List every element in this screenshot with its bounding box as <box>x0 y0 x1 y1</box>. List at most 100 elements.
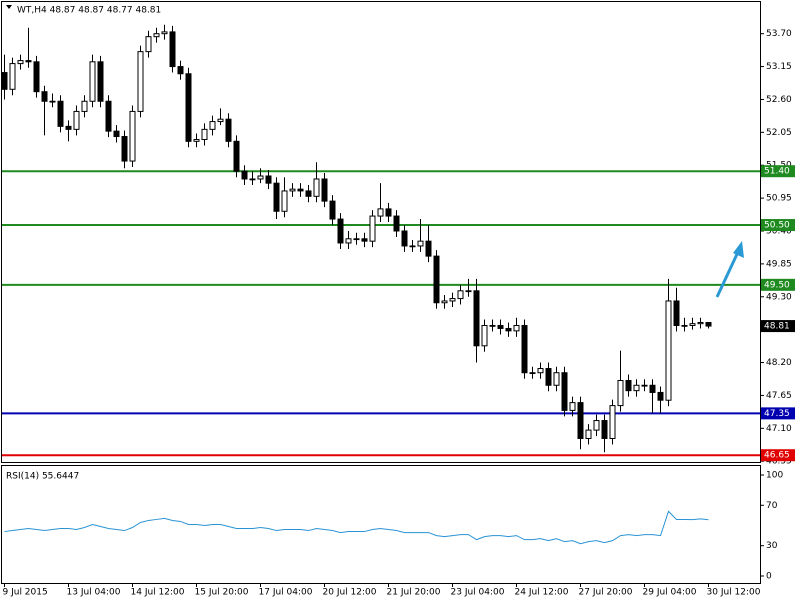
candle-body <box>617 379 624 407</box>
candle-body <box>33 61 40 93</box>
candle-body <box>249 178 256 181</box>
candle-body <box>577 402 584 439</box>
candle-body <box>369 215 376 242</box>
candle-body <box>393 215 400 232</box>
rsi-tick-label: 0 <box>766 572 772 582</box>
level-label: 50.50 <box>764 221 790 231</box>
candle-body <box>233 140 240 172</box>
candle-body <box>329 200 336 220</box>
arrow-annotation <box>715 241 744 298</box>
x-tick-label: 29 Jul 04:00 <box>643 588 697 598</box>
candle-body <box>305 190 312 197</box>
candle-body <box>601 420 608 439</box>
candle-body <box>321 178 328 202</box>
candle-body <box>265 175 272 184</box>
candle-body <box>65 125 72 130</box>
x-tick-label: 30 Jul 12:00 <box>707 588 761 598</box>
candle-body <box>273 182 280 212</box>
candle-body <box>449 298 456 302</box>
candle-body <box>81 100 88 112</box>
rsi-tick-label: 30 <box>766 541 778 551</box>
x-tick-label: 24 Jul 12:00 <box>515 588 569 598</box>
rsi-panel <box>1 465 761 584</box>
candle-body <box>705 321 712 327</box>
candle-body <box>481 324 488 347</box>
menu-arrow[interactable] <box>6 5 12 9</box>
x-tick-label: 23 Jul 04:00 <box>451 588 505 598</box>
candle-body <box>441 300 448 304</box>
arrow-head <box>733 241 744 258</box>
rsi-title: RSI(14) 55.6447 <box>6 472 79 482</box>
candle-body <box>505 327 512 332</box>
candle-body <box>665 300 672 401</box>
candle-body <box>377 208 384 217</box>
candle-body <box>281 190 288 212</box>
candle-body <box>297 188 304 192</box>
candle-body <box>457 290 464 300</box>
level-label-box <box>761 449 795 462</box>
candle-body <box>553 372 560 386</box>
rsi-tick-label: 100 <box>766 471 783 481</box>
plot: 53.7053.1552.6052.0551.5050.9550.4049.85… <box>1 24 795 598</box>
x-tick-label: 21 Jul 20:00 <box>387 588 441 598</box>
candle-body <box>681 324 688 327</box>
candle-body <box>529 372 536 375</box>
candle-body <box>73 110 80 130</box>
chart-title: WT,H4 48.87 48.87 48.77 48.81 <box>17 6 161 16</box>
candle-body <box>57 100 64 127</box>
candle-body <box>649 384 656 393</box>
candle-body <box>425 240 432 257</box>
y-tick-label: 53.15 <box>766 62 792 72</box>
candle-body <box>345 238 352 244</box>
candle-body <box>1 72 8 90</box>
candle-body <box>433 255 440 304</box>
candle-body <box>17 60 24 65</box>
candle-body <box>225 118 232 142</box>
x-tick-label: 9 Jul 2015 <box>3 588 48 598</box>
y-tick-label: 50.95 <box>766 194 792 204</box>
candle-body <box>489 324 496 327</box>
candle-body <box>289 188 296 192</box>
arrow-shaft <box>715 251 740 298</box>
candle-body <box>353 238 360 241</box>
price-label: 48.81 <box>764 322 790 332</box>
candle-body <box>161 31 168 35</box>
candle-body <box>257 175 264 180</box>
candle-body <box>473 290 480 347</box>
candle-body <box>593 420 600 431</box>
y-tick-label: 53.70 <box>766 29 792 39</box>
candle-body <box>145 36 152 53</box>
level-label-box <box>761 165 795 178</box>
level-label-box <box>761 407 795 420</box>
candle-body <box>697 321 704 325</box>
rsi-line <box>4 510 709 545</box>
candle-body <box>417 240 424 247</box>
candle-body <box>657 391 664 401</box>
candle-body <box>401 230 408 247</box>
level-label: 46.65 <box>764 451 790 461</box>
candle-body <box>633 384 640 392</box>
candle-body <box>409 245 416 248</box>
candle-body <box>497 324 504 329</box>
candle-body <box>129 110 136 162</box>
y-tick-label: 47.10 <box>766 424 792 434</box>
candle-body <box>9 63 16 90</box>
x-tick-label: 20 Jul 12:00 <box>323 588 377 598</box>
y-tick-label: 50.40 <box>766 227 792 237</box>
candle-body <box>585 429 592 439</box>
candle-body <box>137 51 144 112</box>
candle-body <box>113 130 120 138</box>
candle-body <box>177 66 184 75</box>
candle-body <box>209 121 216 130</box>
level-label: 49.50 <box>764 280 790 290</box>
rsi-tick-label: 70 <box>766 501 778 511</box>
y-tick-label: 52.05 <box>766 128 792 138</box>
level-label: 51.40 <box>764 167 790 177</box>
candle-body <box>185 73 192 142</box>
candle-body <box>625 379 632 392</box>
y-tick-label: 52.60 <box>766 95 792 105</box>
level-label-box <box>761 278 795 291</box>
candle-body <box>545 368 552 386</box>
